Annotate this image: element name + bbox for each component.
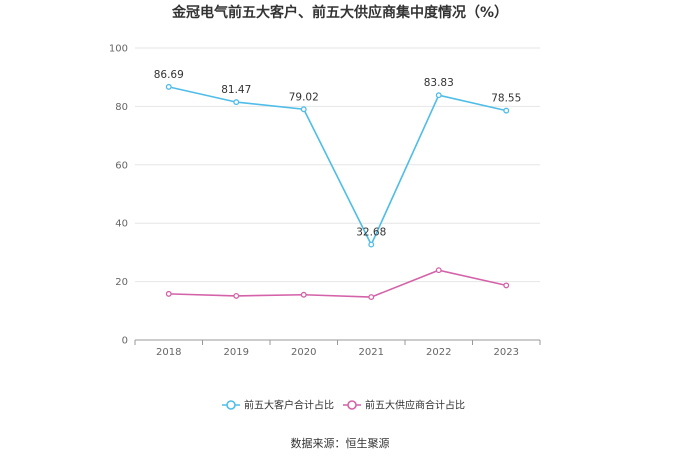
x-tick-label: 2020 bbox=[291, 347, 316, 358]
x-tick-label: 2018 bbox=[156, 347, 181, 358]
legend-label: 前五大供应商合计占比 bbox=[365, 399, 465, 412]
x-tick-label: 2022 bbox=[426, 347, 451, 358]
y-tick-label: 100 bbox=[109, 44, 128, 55]
data-label: 86.69 bbox=[154, 69, 184, 81]
data-label: 32.68 bbox=[356, 227, 386, 239]
data-point bbox=[300, 106, 307, 113]
y-tick-label: 0 bbox=[122, 336, 128, 347]
series-2 bbox=[165, 267, 510, 301]
legend: 前五大客户合计占比 前五大供应商合计占比 bbox=[222, 399, 465, 412]
x-tick-label: 2019 bbox=[224, 347, 249, 358]
data-point bbox=[300, 291, 307, 298]
series-group: 86.69 81.47 79.02 32.68 83.83 78.55 bbox=[154, 69, 521, 301]
data-point bbox=[165, 83, 172, 90]
data-label: 78.55 bbox=[491, 93, 521, 105]
y-tick-label: 40 bbox=[115, 219, 128, 230]
x-axis: 2018 2019 2020 2021 2022 2023 bbox=[134, 339, 541, 358]
data-label: 81.47 bbox=[221, 84, 251, 96]
data-point bbox=[368, 241, 375, 248]
legend-label: 前五大客户合计占比 bbox=[244, 399, 334, 412]
series-1: 86.69 81.47 79.02 32.68 83.83 78.55 bbox=[154, 69, 521, 248]
y-tick-label: 80 bbox=[115, 102, 128, 113]
y-tick-label: 20 bbox=[115, 277, 128, 288]
data-point bbox=[233, 292, 240, 299]
legend-item-2: 前五大供应商合计占比 bbox=[343, 399, 465, 412]
legend-marker bbox=[226, 400, 236, 410]
data-label: 83.83 bbox=[424, 77, 454, 89]
data-point bbox=[503, 107, 510, 114]
legend-item-1: 前五大客户合计占比 bbox=[222, 399, 334, 412]
x-tick-label: 2021 bbox=[359, 347, 384, 358]
y-tick-label: 60 bbox=[115, 160, 128, 171]
legend-marker bbox=[347, 400, 357, 410]
data-source: 数据来源：恒生聚源 bbox=[291, 436, 390, 450]
data-point bbox=[435, 267, 442, 274]
series-line bbox=[168, 86, 507, 247]
series-line bbox=[168, 269, 507, 298]
grid bbox=[135, 47, 540, 283]
data-point bbox=[368, 294, 375, 301]
data-point bbox=[233, 99, 240, 106]
y-axis: 0 20 40 60 80 100 bbox=[109, 44, 128, 347]
x-tick-label: 2023 bbox=[494, 347, 519, 358]
chart-title: 金冠电气前五大客户、前五大供应商集中度情况（%） bbox=[171, 4, 508, 21]
data-label: 79.02 bbox=[289, 91, 319, 103]
data-point bbox=[503, 282, 510, 289]
data-point bbox=[435, 92, 442, 99]
data-point bbox=[165, 290, 172, 297]
